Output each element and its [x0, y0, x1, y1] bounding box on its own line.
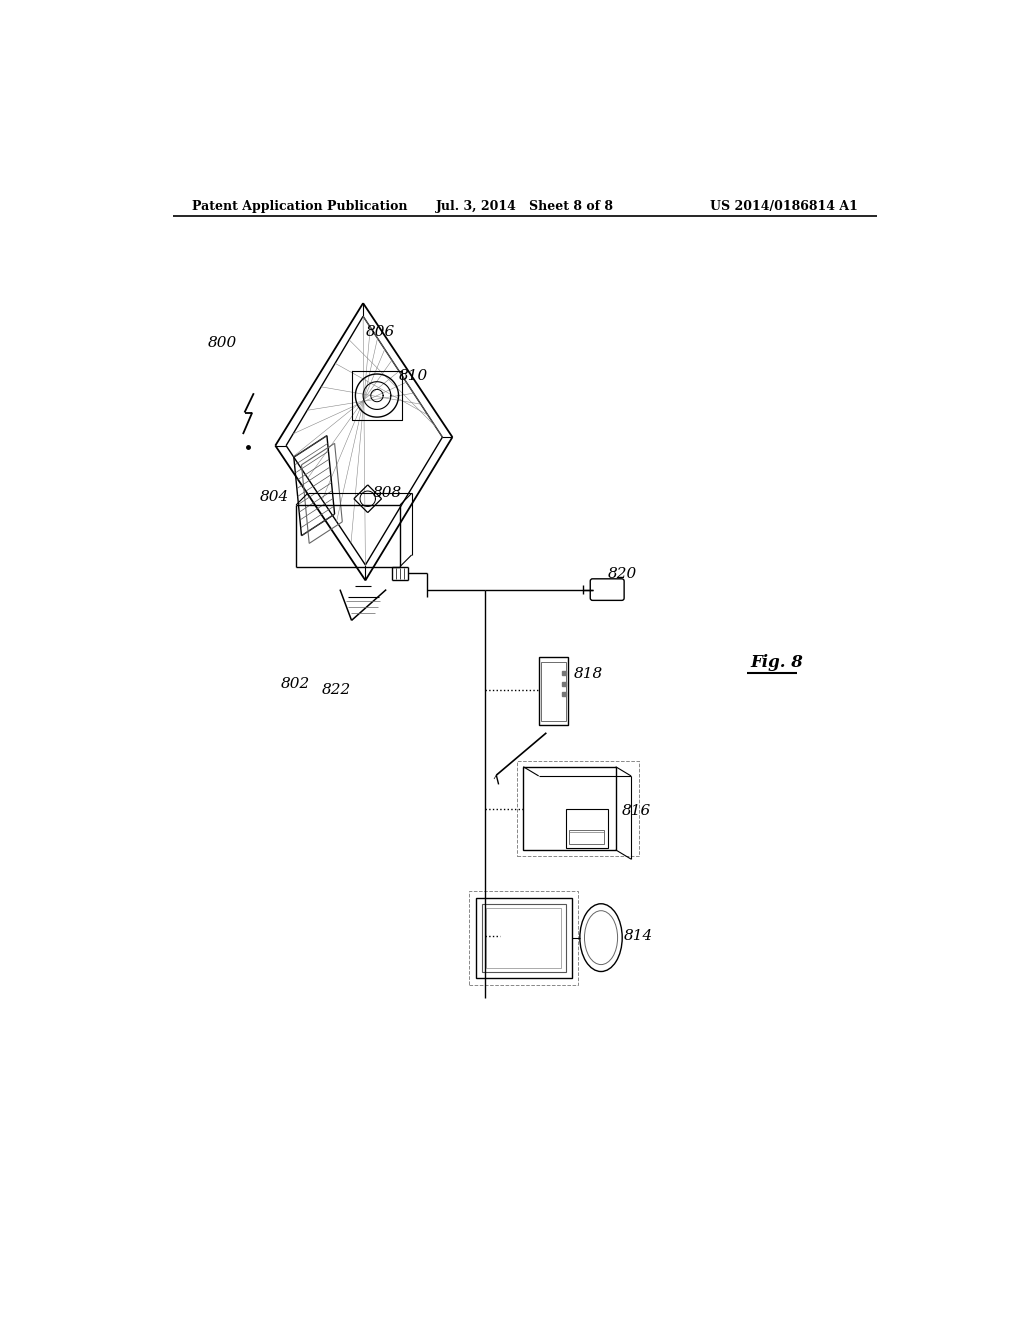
Bar — [565, 809, 608, 847]
Text: 806: 806 — [366, 325, 394, 339]
Ellipse shape — [585, 911, 617, 965]
Text: Patent Application Publication: Patent Application Publication — [193, 201, 408, 214]
Text: 814: 814 — [624, 929, 652, 942]
Text: 818: 818 — [573, 668, 602, 681]
Text: Fig. 8: Fig. 8 — [751, 655, 803, 672]
Text: 800: 800 — [208, 337, 237, 350]
Text: 808: 808 — [373, 486, 402, 500]
Text: 810: 810 — [398, 368, 428, 383]
Text: 816: 816 — [622, 804, 651, 818]
Bar — [481, 904, 565, 973]
Bar — [541, 663, 565, 721]
Text: US 2014/0186814 A1: US 2014/0186814 A1 — [710, 201, 857, 214]
Text: 804: 804 — [260, 490, 289, 504]
Text: 802: 802 — [281, 677, 310, 690]
Text: 822: 822 — [322, 682, 351, 697]
Bar — [517, 760, 639, 857]
Bar — [523, 767, 615, 850]
Bar — [539, 657, 568, 725]
Bar — [475, 898, 571, 978]
Text: Jul. 3, 2014   Sheet 8 of 8: Jul. 3, 2014 Sheet 8 of 8 — [436, 201, 613, 214]
Bar — [469, 891, 578, 985]
Ellipse shape — [580, 904, 623, 972]
Bar — [486, 908, 561, 968]
FancyBboxPatch shape — [590, 579, 625, 601]
Text: 820: 820 — [608, 568, 637, 581]
Bar — [569, 830, 604, 843]
